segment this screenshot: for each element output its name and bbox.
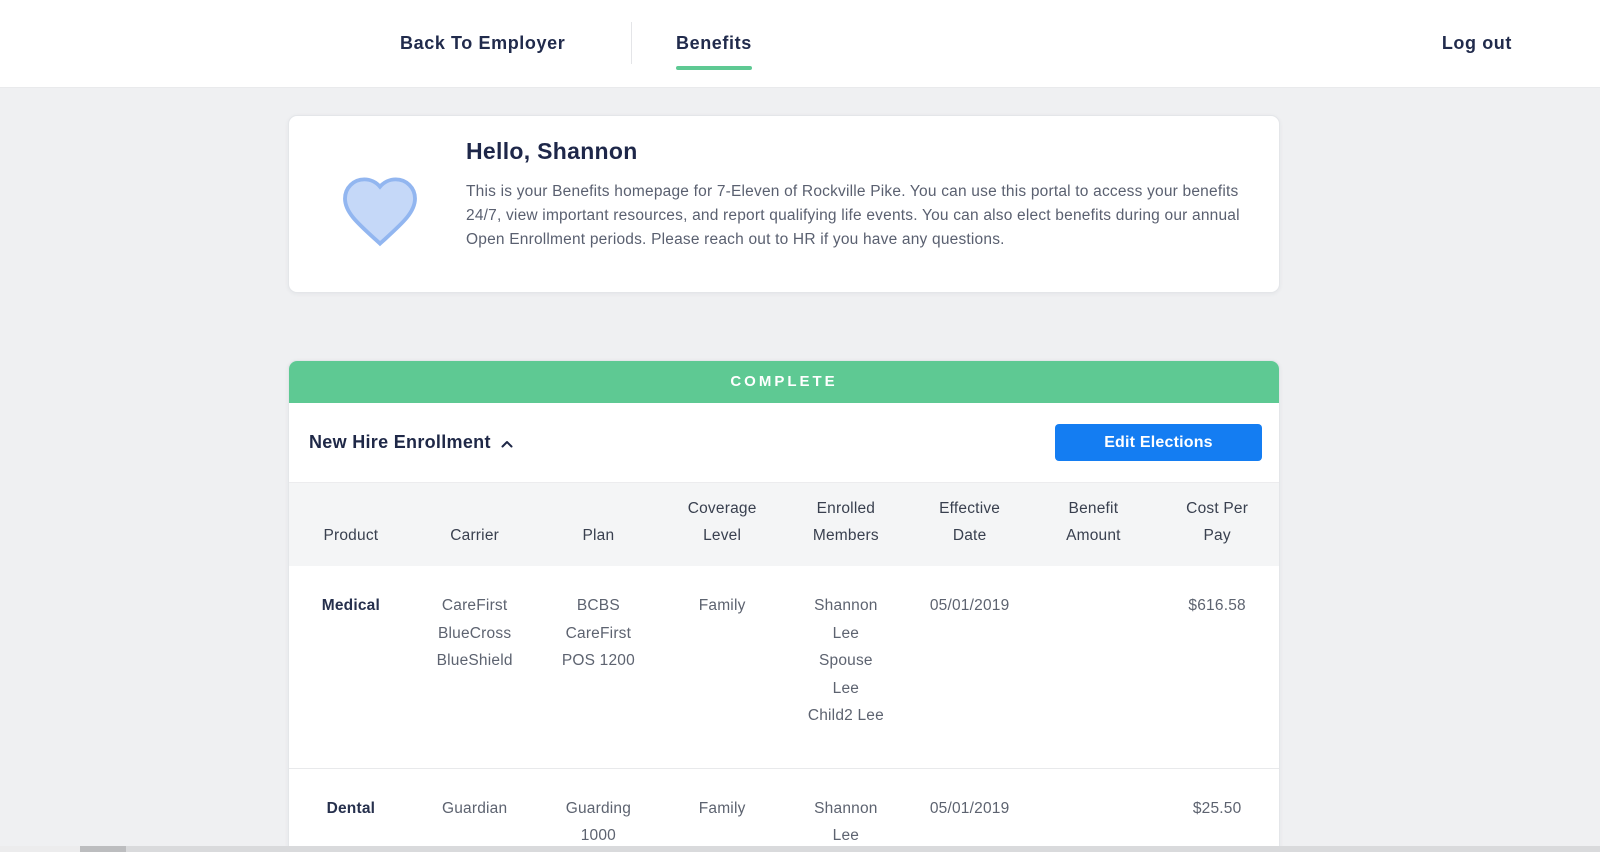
cell-enrolled-members: Shannon Lee bbox=[784, 767, 908, 852]
greeting-message: This is your Benefits homepage for 7-Ele… bbox=[466, 183, 1240, 248]
enrollment-section-toggle[interactable]: New Hire Enrollment bbox=[309, 432, 513, 453]
cell-plan: Guarding 1000 bbox=[536, 767, 661, 852]
col-header-effective-date: Effective Date bbox=[907, 482, 1032, 566]
enrollment-section-title: New Hire Enrollment bbox=[309, 432, 491, 452]
active-tab-underline bbox=[676, 66, 752, 70]
heart-icon bbox=[338, 171, 422, 292]
cell-plan: BCBS CareFirst POS 1200 bbox=[561, 597, 635, 669]
enrollment-section-header: New Hire Enrollment Edit Elections bbox=[289, 403, 1279, 482]
scrollbar-track-lead bbox=[0, 846, 80, 852]
benefits-table-header: Product Carrier Plan Coverage Level Enro… bbox=[289, 482, 1279, 566]
benefits-table: Product Carrier Plan Coverage Level Enro… bbox=[289, 482, 1279, 852]
cell-product: Medical bbox=[321, 597, 380, 614]
col-header-product: Product bbox=[289, 482, 413, 566]
cell-benefit-amount bbox=[1032, 566, 1156, 768]
col-header-enrolled-members: Enrolled Members bbox=[784, 482, 908, 566]
horizontal-scrollbar[interactable] bbox=[0, 846, 1600, 852]
cell-coverage-level: Family bbox=[698, 597, 746, 614]
table-row-medical: Medical CareFirst BlueCross BlueShield B… bbox=[289, 566, 1279, 768]
greeting-card: Hello, Shannon This is your Benefits hom… bbox=[288, 115, 1280, 293]
cell-coverage-level: Family bbox=[660, 767, 784, 852]
greeting-text-block: Hello, Shannon This is your Benefits hom… bbox=[466, 116, 1266, 292]
col-header-plan: Plan bbox=[536, 482, 661, 566]
col-header-benefit-amount: Benefit Amount bbox=[1031, 482, 1156, 566]
nav-back-to-employer[interactable]: Back To Employer bbox=[400, 33, 566, 53]
greeting-title: Hello, Shannon bbox=[466, 138, 638, 164]
nav-tab-benefits[interactable]: Benefits bbox=[676, 0, 752, 87]
col-header-cost-per-pay: Cost Per Pay bbox=[1155, 482, 1279, 566]
cell-carrier: Guardian bbox=[412, 767, 537, 852]
cell-enrolled-members: Shannon Lee Spouse Lee Child2 Lee bbox=[807, 597, 884, 724]
main-content: Hello, Shannon This is your Benefits hom… bbox=[288, 115, 1280, 852]
cell-carrier: CareFirst BlueCross BlueShield bbox=[436, 597, 513, 669]
chevron-up-icon bbox=[501, 441, 513, 448]
cell-cost-per-pay: $616.58 bbox=[1188, 597, 1246, 614]
top-navigation: Back To Employer Benefits Log out bbox=[0, 0, 1600, 88]
table-row-dental: Dental Guardian Guarding 1000 Family Sha… bbox=[289, 767, 1279, 852]
enrollment-card: COMPLETE New Hire Enrollment Edit Electi… bbox=[288, 360, 1280, 852]
col-header-carrier: Carrier bbox=[412, 482, 537, 566]
cell-effective-date: 05/01/2019 bbox=[929, 597, 1010, 614]
nav-tab-benefits-label: Benefits bbox=[676, 33, 752, 53]
nav-divider bbox=[631, 22, 632, 64]
scrollbar-thumb[interactable] bbox=[80, 846, 126, 852]
status-banner: COMPLETE bbox=[289, 361, 1279, 403]
cell-cost-per-pay: $25.50 bbox=[1155, 767, 1279, 852]
log-out-button[interactable]: Log out bbox=[1441, 33, 1512, 53]
cell-effective-date: 05/01/2019 bbox=[907, 767, 1032, 852]
edit-elections-button[interactable]: Edit Elections bbox=[1055, 424, 1262, 461]
cell-product: Dental bbox=[289, 767, 413, 852]
col-header-coverage-level: Coverage Level bbox=[660, 482, 784, 566]
cell-benefit-amount bbox=[1031, 767, 1156, 852]
